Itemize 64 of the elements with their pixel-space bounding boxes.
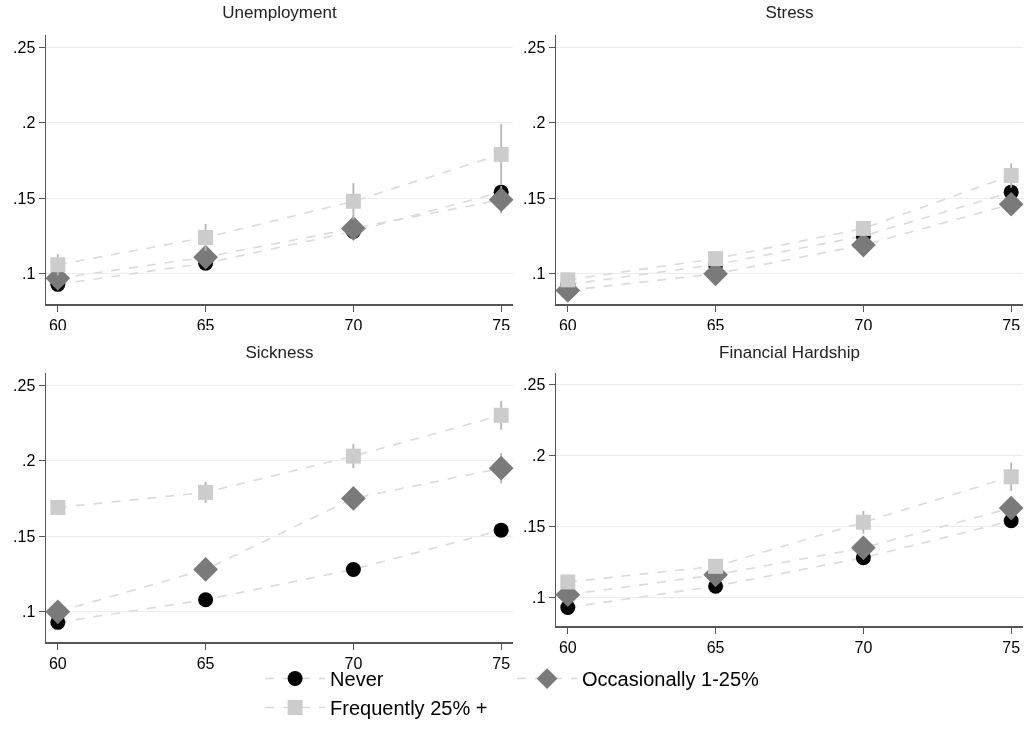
point xyxy=(493,407,509,423)
legend-label: Occasionally 1-25% xyxy=(582,668,760,691)
x-tick-label: 60 xyxy=(558,638,577,656)
point xyxy=(708,251,724,267)
point xyxy=(198,230,214,246)
point xyxy=(855,514,871,530)
point xyxy=(560,272,576,288)
point xyxy=(1003,469,1019,485)
y-tick-label: .1 xyxy=(21,603,36,621)
x-tick-label: 60 xyxy=(48,654,67,672)
x-tick-label: 65 xyxy=(706,638,725,656)
x-tick-label: 70 xyxy=(854,638,873,656)
x-tick-label: 75 xyxy=(492,654,511,672)
y-tick-label: .2 xyxy=(21,452,36,470)
y-tick-label: .15 xyxy=(13,527,36,545)
point xyxy=(345,448,361,464)
x-tick-label: 65 xyxy=(196,316,215,334)
legend-label: Frequently 25% + xyxy=(330,697,488,720)
chart-title: Unemployment xyxy=(222,2,337,22)
point xyxy=(345,193,361,209)
point xyxy=(341,486,366,511)
y-tick-label: .1 xyxy=(531,265,546,283)
point xyxy=(493,146,509,162)
chart-title: Financial Hardship xyxy=(719,342,860,362)
point xyxy=(998,191,1024,217)
y-tick-label: .15 xyxy=(523,189,546,207)
y-tick-label: .1 xyxy=(531,589,546,607)
y-tick-label: .25 xyxy=(13,38,36,56)
chart-title: Sickness xyxy=(245,342,314,362)
x-tick-label: 60 xyxy=(558,316,577,334)
point xyxy=(50,500,66,515)
x-tick-label: 65 xyxy=(196,654,215,672)
point xyxy=(488,455,514,481)
x-tick-label: 70 xyxy=(854,316,873,334)
y-tick-label: .2 xyxy=(21,114,36,132)
x-tick-label: 75 xyxy=(1002,316,1021,334)
x-tick-label: 60 xyxy=(48,316,67,334)
point xyxy=(50,257,66,273)
point xyxy=(45,599,71,625)
y-tick-label: .2 xyxy=(531,114,546,132)
point xyxy=(851,535,876,561)
y-tick-label: .15 xyxy=(523,518,546,536)
point xyxy=(855,220,871,236)
point xyxy=(1003,168,1019,184)
x-tick-label: 65 xyxy=(706,316,725,334)
x-tick-label: 75 xyxy=(492,316,511,334)
point xyxy=(345,561,361,577)
y-tick-label: .2 xyxy=(531,447,546,465)
point xyxy=(493,522,509,538)
point xyxy=(198,484,214,500)
point xyxy=(998,495,1024,521)
point xyxy=(341,216,366,241)
point xyxy=(193,557,218,582)
point xyxy=(198,592,214,608)
y-tick-label: .25 xyxy=(13,376,36,394)
x-tick-label: 70 xyxy=(344,316,363,334)
y-tick-label: .25 xyxy=(523,38,546,56)
x-tick-label: 75 xyxy=(1002,638,1021,656)
y-tick-label: .25 xyxy=(523,375,546,393)
y-tick-label: .15 xyxy=(13,189,36,207)
chart-title: Stress xyxy=(765,2,814,22)
point xyxy=(193,244,218,270)
point xyxy=(708,558,724,574)
y-tick-label: .1 xyxy=(21,265,36,283)
